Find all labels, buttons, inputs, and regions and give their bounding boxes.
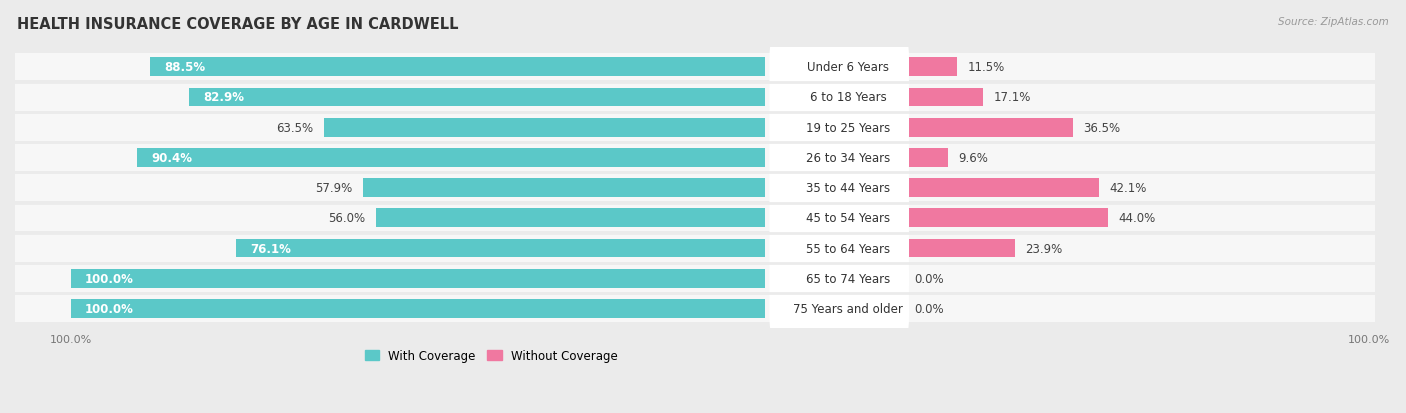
Bar bbox=[904, 119, 1073, 137]
Bar bbox=[323, 119, 765, 137]
Text: 23.9%: 23.9% bbox=[1025, 242, 1063, 255]
Bar bbox=[15, 265, 1403, 292]
Text: HEALTH INSURANCE COVERAGE BY AGE IN CARDWELL: HEALTH INSURANCE COVERAGE BY AGE IN CARD… bbox=[17, 17, 458, 31]
Bar bbox=[15, 235, 1403, 262]
Text: 65 to 74 Years: 65 to 74 Years bbox=[806, 272, 890, 285]
FancyBboxPatch shape bbox=[769, 277, 910, 341]
Bar bbox=[150, 58, 765, 77]
Bar bbox=[190, 88, 765, 107]
Bar bbox=[15, 175, 1403, 202]
FancyBboxPatch shape bbox=[769, 156, 910, 220]
Text: 90.4%: 90.4% bbox=[150, 152, 193, 164]
Bar bbox=[904, 179, 1099, 197]
Text: 0.0%: 0.0% bbox=[914, 272, 943, 285]
Bar bbox=[904, 88, 983, 107]
Text: 63.5%: 63.5% bbox=[277, 121, 314, 134]
FancyBboxPatch shape bbox=[769, 36, 910, 100]
Text: 11.5%: 11.5% bbox=[967, 61, 1005, 74]
Text: 36.5%: 36.5% bbox=[1084, 121, 1121, 134]
Bar bbox=[15, 84, 1403, 111]
Bar bbox=[363, 179, 765, 197]
Text: 88.5%: 88.5% bbox=[165, 61, 205, 74]
Text: 45 to 54 Years: 45 to 54 Years bbox=[806, 212, 890, 225]
Bar bbox=[15, 295, 1403, 322]
Bar bbox=[15, 54, 1403, 81]
Text: 57.9%: 57.9% bbox=[315, 182, 353, 195]
Text: 9.6%: 9.6% bbox=[959, 152, 988, 164]
Text: 42.1%: 42.1% bbox=[1109, 182, 1147, 195]
Bar bbox=[15, 205, 1403, 232]
Text: 100.0%: 100.0% bbox=[84, 272, 134, 285]
FancyBboxPatch shape bbox=[769, 247, 910, 311]
Text: 55 to 64 Years: 55 to 64 Years bbox=[806, 242, 890, 255]
Text: 6 to 18 Years: 6 to 18 Years bbox=[810, 91, 886, 104]
Text: Under 6 Years: Under 6 Years bbox=[807, 61, 889, 74]
Text: 0.0%: 0.0% bbox=[914, 302, 943, 315]
FancyBboxPatch shape bbox=[769, 216, 910, 280]
Text: 44.0%: 44.0% bbox=[1119, 212, 1156, 225]
Text: 75 Years and older: 75 Years and older bbox=[793, 302, 903, 315]
Bar bbox=[15, 114, 1403, 141]
Text: 56.0%: 56.0% bbox=[329, 212, 366, 225]
Bar bbox=[15, 145, 1403, 171]
Text: Source: ZipAtlas.com: Source: ZipAtlas.com bbox=[1278, 17, 1389, 26]
Text: 17.1%: 17.1% bbox=[994, 91, 1031, 104]
Text: 76.1%: 76.1% bbox=[250, 242, 291, 255]
Bar bbox=[904, 58, 957, 77]
Bar bbox=[236, 239, 765, 258]
Text: 35 to 44 Years: 35 to 44 Years bbox=[806, 182, 890, 195]
Text: 82.9%: 82.9% bbox=[202, 91, 245, 104]
FancyBboxPatch shape bbox=[769, 126, 910, 190]
Text: 26 to 34 Years: 26 to 34 Years bbox=[806, 152, 890, 164]
FancyBboxPatch shape bbox=[769, 66, 910, 130]
Bar bbox=[70, 299, 765, 318]
Text: 19 to 25 Years: 19 to 25 Years bbox=[806, 121, 890, 134]
Bar bbox=[904, 149, 948, 167]
Bar bbox=[904, 209, 1108, 228]
Bar bbox=[904, 239, 1015, 258]
Text: 100.0%: 100.0% bbox=[84, 302, 134, 315]
Bar bbox=[70, 269, 765, 288]
Legend: With Coverage, Without Coverage: With Coverage, Without Coverage bbox=[360, 345, 623, 367]
Bar bbox=[138, 149, 765, 167]
FancyBboxPatch shape bbox=[769, 96, 910, 160]
FancyBboxPatch shape bbox=[769, 186, 910, 250]
Bar bbox=[375, 209, 765, 228]
